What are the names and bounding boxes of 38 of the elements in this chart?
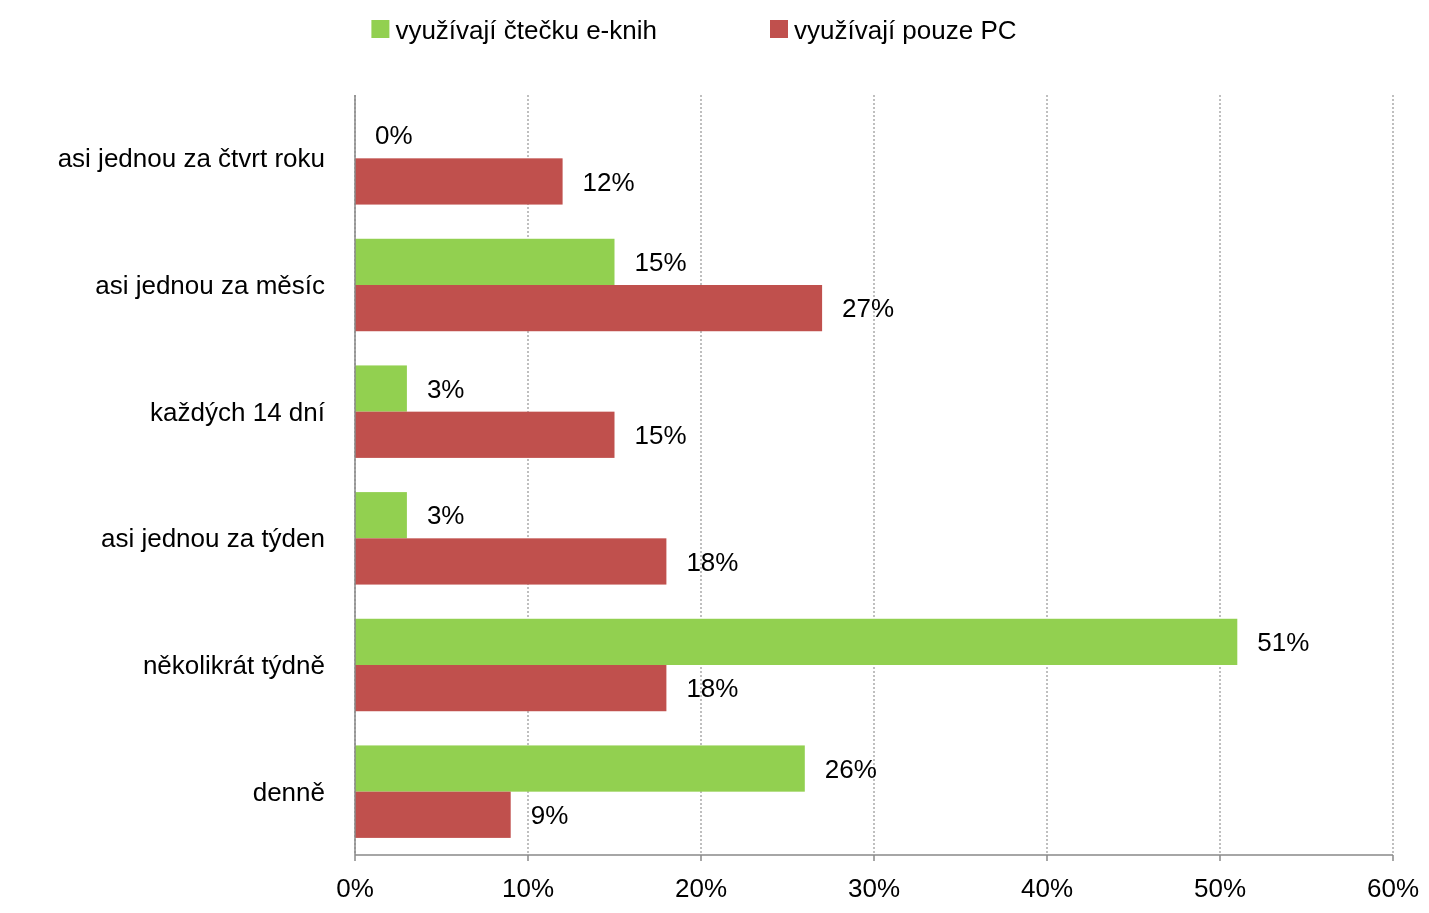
bar: [355, 665, 667, 712]
legend-label: využívají pouze PC: [794, 15, 1017, 46]
data-label: 12%: [582, 166, 635, 197]
bar: [355, 538, 667, 585]
data-label: 15%: [634, 419, 687, 450]
bar: [355, 618, 1238, 665]
bar: [355, 745, 805, 792]
bar: [355, 285, 823, 332]
y-tick-label: asi jednou za týden: [100, 523, 325, 554]
legend-label: využívají čtečku e-knih: [395, 15, 657, 46]
data-label: 3%: [426, 500, 465, 531]
bar: [355, 158, 563, 205]
data-label: 3%: [426, 373, 465, 404]
data-label: 51%: [1257, 626, 1310, 657]
x-tick-label: 0%: [336, 873, 374, 903]
x-tick-label: 30%: [847, 873, 901, 903]
y-tick-label: každých 14 dní: [150, 396, 326, 427]
data-label: 18%: [686, 546, 739, 577]
data-label: 27%: [842, 293, 895, 324]
y-tick-label: asi jednou za čtvrt roku: [57, 143, 325, 174]
bar: [355, 238, 615, 285]
bar: [355, 791, 511, 838]
x-tick-label: 50%: [1193, 873, 1247, 903]
data-label: 0%: [375, 120, 413, 151]
y-tick-label: asi jednou za měsíc: [95, 270, 325, 301]
bar: [355, 492, 407, 539]
data-label: 18%: [686, 673, 739, 704]
bar: [355, 411, 615, 458]
x-tick-label: 20%: [674, 873, 728, 903]
y-tick-label: několikrát týdně: [142, 650, 325, 681]
bar: [355, 365, 407, 412]
data-label: 26%: [824, 753, 877, 784]
data-label: 15%: [634, 246, 687, 277]
x-tick-label: 60%: [1366, 873, 1420, 903]
x-tick-label: 10%: [501, 873, 555, 903]
data-label: 9%: [530, 799, 569, 830]
x-tick-label: 40%: [1020, 873, 1074, 903]
y-tick-label: denně: [252, 776, 325, 807]
